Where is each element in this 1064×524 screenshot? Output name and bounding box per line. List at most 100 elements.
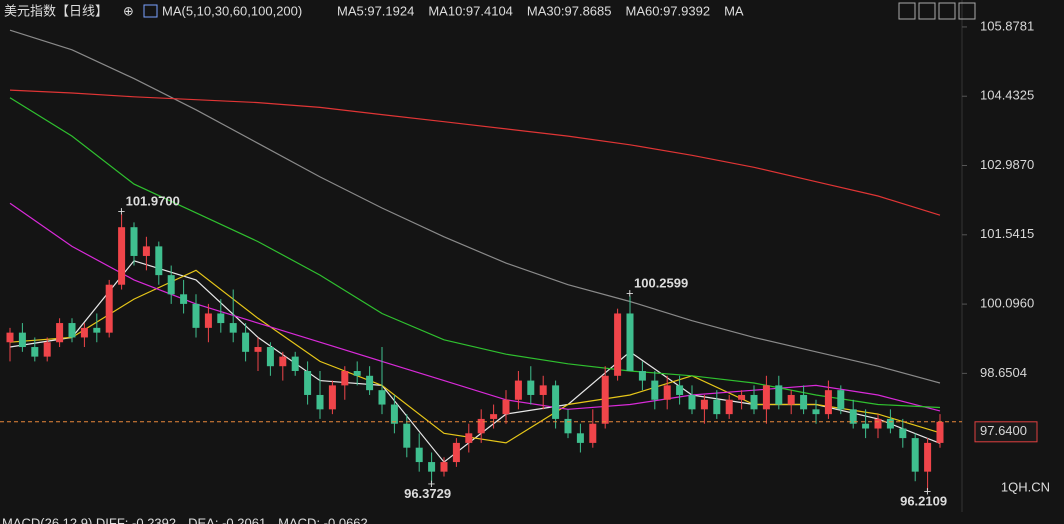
extreme-mark: + [118, 204, 126, 219]
y-tick-label: 104.4325 [980, 88, 1034, 103]
candle-body [68, 323, 76, 338]
candle-body [688, 394, 696, 410]
candle-body [886, 418, 894, 429]
legend-entry: MA [724, 3, 744, 18]
candle-body [502, 399, 510, 415]
candle-body [787, 394, 795, 405]
y-tick-label: 98.6504 [980, 365, 1027, 380]
watermark: 1QH.CN [1001, 479, 1050, 494]
candle-body [899, 428, 907, 439]
candle-body [242, 332, 250, 352]
annotation: 96.2109 [900, 494, 947, 509]
candle-body [601, 375, 609, 424]
candle-body [105, 284, 113, 333]
candle-body [465, 433, 473, 443]
candle-body [862, 423, 870, 429]
legend-entry: MA10:97.4104 [428, 3, 513, 18]
candle-body [725, 399, 733, 415]
candle-body [552, 385, 560, 419]
ma-line [9, 97, 941, 409]
ma-line [9, 202, 941, 412]
candle-body [167, 275, 175, 295]
legend: MA5:97.1924 MA10:97.4104 MA30:97.8685 MA60:… [337, 3, 744, 18]
candle-body [180, 294, 188, 304]
candle-body [80, 327, 88, 338]
candle-body [824, 390, 832, 415]
last-price-box [974, 421, 1038, 443]
macd-entry: MACD(26,12,9) DIFF: -0.2392 [2, 515, 176, 524]
candle-body [614, 313, 622, 376]
tool-button[interactable] [898, 2, 916, 20]
candle-body [31, 347, 39, 357]
macd-entry: MACD: -0.0662 [278, 515, 368, 524]
indicator: MA(5,10,30,60,100,200) [162, 3, 302, 18]
candle-body [440, 462, 448, 472]
candle-body [676, 385, 684, 395]
candle-body [539, 385, 547, 395]
candle-body [142, 246, 150, 256]
extreme-mark: + [626, 286, 634, 301]
candle-body [490, 414, 498, 419]
candle-body [6, 332, 14, 343]
candle-body [18, 332, 26, 348]
candle-body [576, 433, 584, 443]
y-tick-label: 100.0960 [980, 296, 1034, 311]
candle-body [266, 347, 274, 367]
candle-body [700, 399, 708, 410]
candle-body [589, 423, 597, 443]
macd-entry: DEA: -0.2061 [188, 515, 266, 524]
tool-button[interactable] [918, 2, 936, 20]
toolbar [898, 2, 976, 20]
candle-body [750, 394, 758, 410]
candle-body [366, 375, 374, 391]
candle-body [328, 385, 336, 410]
candle-body [229, 323, 237, 333]
candle-body [713, 399, 721, 415]
candle-body [924, 442, 932, 472]
candle-body [638, 370, 646, 381]
legend-entry: MA30:97.8685 [527, 3, 612, 18]
candle-body [911, 438, 919, 472]
tool-button[interactable] [938, 2, 956, 20]
candle-body [651, 380, 659, 400]
extreme-mark: + [428, 476, 436, 491]
y-tick-label: 101.5415 [980, 226, 1034, 241]
candle-body [192, 303, 200, 328]
plot: + + + + [0, 26, 967, 499]
candle-body [353, 370, 361, 376]
candle-body [118, 227, 126, 285]
candle-body [56, 323, 64, 343]
candle-body [43, 342, 51, 357]
candle-body [477, 418, 485, 434]
legend-entry: MA5:97.1924 [337, 3, 414, 18]
candle-body [738, 394, 746, 400]
ma-line [9, 269, 941, 444]
candle-body [849, 409, 857, 424]
candle-body [378, 390, 386, 405]
candle-body [775, 385, 783, 405]
ma-line [9, 89, 941, 216]
candle-body [837, 390, 845, 410]
candle-body [130, 227, 138, 256]
candle-body [800, 394, 808, 410]
candle-body [93, 327, 101, 333]
tool-button[interactable] [958, 2, 976, 20]
legend-entry: MA60:97.9392 [626, 3, 711, 18]
y-tick-label: 105.8781 [980, 18, 1034, 33]
candle-body [217, 313, 225, 324]
candle-body [204, 313, 212, 328]
y-tick-label: 102.9870 [980, 157, 1034, 172]
candle-body [304, 370, 312, 395]
macd-legend: MACD(26,12,9) DIFF: -0.2392 DEA: -0.2061 M… [2, 515, 368, 524]
candle-body [291, 356, 299, 371]
icon: ⊕ [123, 3, 134, 18]
candle-body [452, 442, 460, 463]
candle-body [341, 370, 349, 386]
candle-body [936, 421, 944, 443]
candle-body [428, 462, 436, 472]
candle-body [316, 394, 324, 410]
extreme-mark: + [924, 484, 932, 499]
candle-body [390, 404, 398, 424]
candle-body [155, 246, 163, 276]
